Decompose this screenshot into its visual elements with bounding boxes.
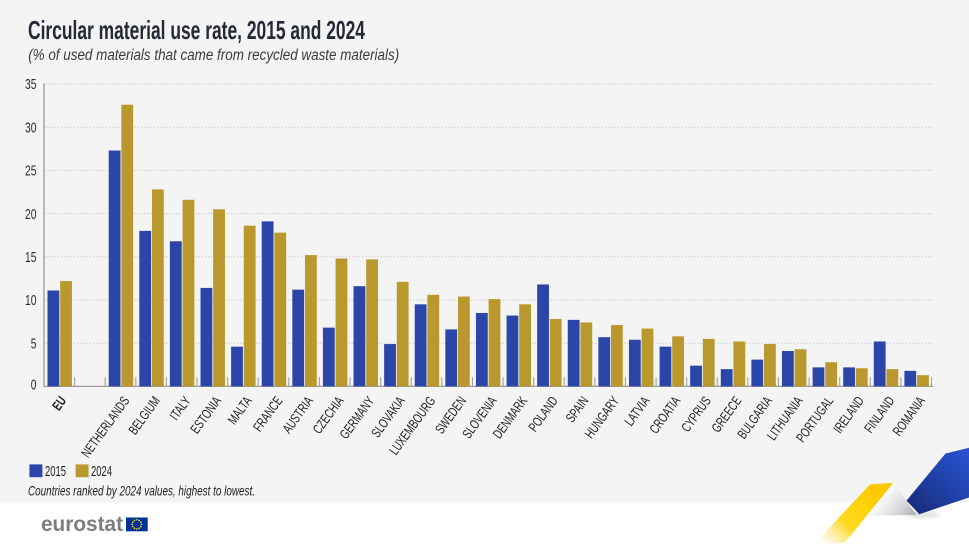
svg-text:2024: 2024 — [91, 463, 112, 480]
svg-text:0: 0 — [31, 376, 37, 393]
svg-text:10: 10 — [25, 292, 37, 309]
svg-text:2015: 2015 — [45, 463, 66, 480]
svg-text:25: 25 — [25, 163, 37, 180]
svg-text:(% of used materials that came: (% of used materials that came from recy… — [28, 47, 399, 64]
svg-text:Circular material use rate, 20: Circular material use rate, 2015 and 202… — [28, 15, 365, 45]
svg-text:5: 5 — [31, 335, 37, 352]
svg-text:Countries ranked by 2024 value: Countries ranked by 2024 values, highest… — [28, 482, 255, 498]
svg-text:30: 30 — [25, 119, 37, 136]
svg-text:35: 35 — [25, 76, 37, 93]
svg-text:eurostat: eurostat — [41, 513, 123, 536]
svg-text:15: 15 — [25, 249, 37, 266]
svg-text:20: 20 — [25, 206, 37, 223]
